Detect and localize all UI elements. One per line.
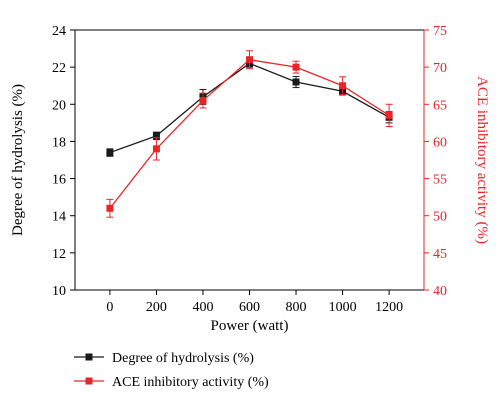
data-point [246, 56, 253, 64]
data-point [152, 145, 160, 153]
x-tick-label: 1000 [329, 300, 357, 315]
series-1 [106, 59, 393, 157]
y-left-tick-label: 10 [52, 284, 66, 299]
y-left-tick-label: 24 [52, 24, 66, 39]
y-right-tick-label: 65 [433, 98, 447, 113]
legend-item: ACE inhibitory activity (%) [74, 375, 269, 390]
data-point [199, 97, 207, 105]
data-point [292, 63, 300, 71]
x-axis-label: Power (watt) [211, 318, 289, 334]
y-left-tick-label: 12 [52, 247, 66, 262]
legend-label: Degree of hydrolysis (%) [112, 351, 254, 366]
y-right-tick-label: 75 [433, 24, 447, 39]
y-axis-left-label: Degree of hydrolysis (%) [10, 84, 26, 236]
y-left-tick-label: 14 [52, 210, 66, 225]
x-tick-label: 200 [146, 300, 167, 315]
y-left-tick-label: 18 [52, 135, 66, 150]
data-point [339, 82, 347, 90]
data-point [385, 111, 393, 119]
plot-area: 0 200 400 600 800 1000 1200 10 12 14 16 18 20 22 24 40 4… [52, 24, 447, 315]
y-right-tick-label: 55 [433, 173, 447, 188]
y-right-tick-label: 50 [433, 210, 447, 225]
y-right-tick-label: 40 [433, 284, 447, 299]
legend-marker [85, 377, 93, 385]
data-point [106, 204, 114, 212]
legend-marker [85, 353, 93, 361]
y-right-tick-label: 70 [433, 61, 447, 76]
legend-item: Degree of hydrolysis (%) [74, 351, 254, 366]
data-point [106, 149, 114, 157]
y-left-tick-label: 22 [52, 61, 66, 76]
y-right-tick-label: 60 [433, 135, 447, 150]
x-tick-label: 1200 [375, 300, 403, 315]
x-tick-label: 400 [192, 300, 213, 315]
series-line [109, 59, 390, 209]
y-axis-right-label: ACE inhibitory activity (%) [474, 76, 490, 244]
x-tick-label: 800 [286, 300, 307, 315]
data-point [292, 78, 300, 86]
series-2 [106, 50, 393, 218]
x-tick-label: 0 [106, 300, 113, 315]
data-point [152, 132, 160, 140]
legend-label: ACE inhibitory activity (%) [112, 375, 269, 390]
x-tick-label: 600 [239, 300, 260, 315]
y-left-tick-label: 20 [52, 98, 66, 113]
y-left-tick-label: 16 [52, 173, 66, 188]
series-line [109, 62, 390, 154]
y-right-tick-label: 45 [433, 247, 447, 262]
legend: Degree of hydrolysis (%) ACE inhibitory a… [74, 351, 269, 390]
